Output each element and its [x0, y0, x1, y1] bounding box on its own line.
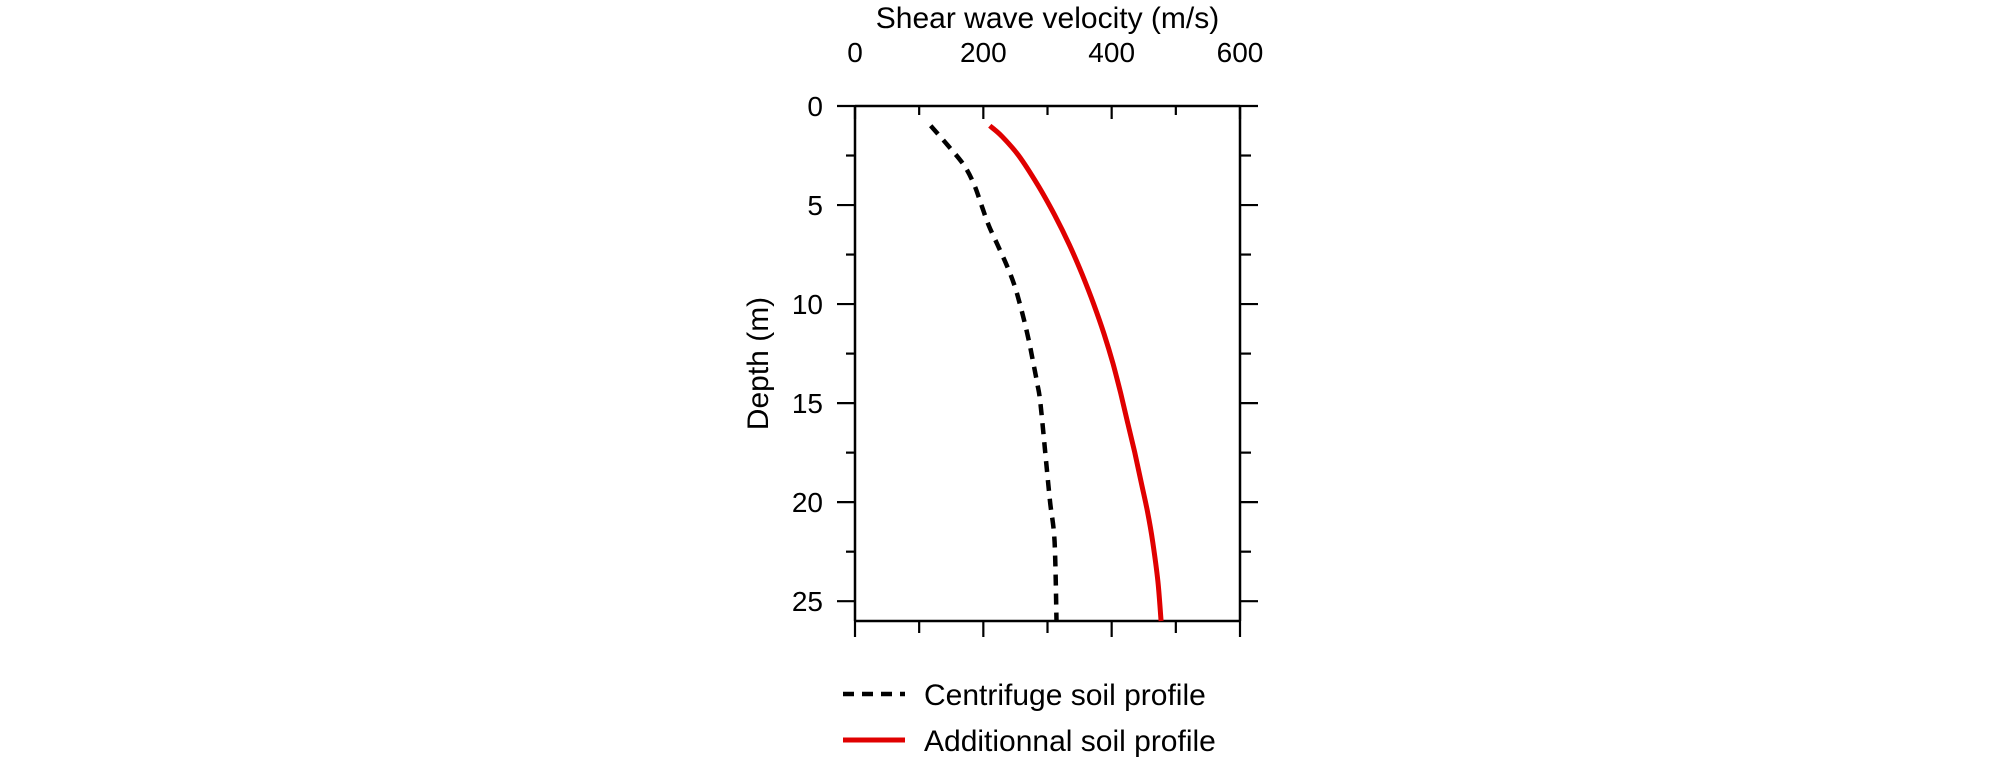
y-tick-label: 20: [792, 487, 823, 518]
y-tick-label: 10: [792, 289, 823, 320]
legend: Centrifuge soil profile Additionnal soil…: [843, 679, 1216, 758]
y-tick-labels: 0 5 10 15 20 25: [792, 91, 823, 617]
y-tick-label: 25: [792, 586, 823, 617]
y-ticks: [837, 104, 1258, 603]
y-tick-label: 5: [807, 190, 823, 221]
x-tick-label: 200: [960, 37, 1007, 68]
y-axis-label: Depth (m): [742, 297, 775, 430]
series-line-additionnal: [988, 123, 1164, 622]
x-tick-label: 0: [847, 37, 863, 68]
y-tick-label: 15: [792, 388, 823, 419]
x-tick-labels: 0 200 400 600: [847, 37, 1263, 68]
y-tick-label: 0: [807, 91, 823, 122]
legend-label-centrifuge: Centrifuge soil profile: [924, 679, 1206, 712]
series-line-centrifuge: [929, 124, 1059, 622]
x-tick-label: 600: [1217, 37, 1264, 68]
x-ticks: [853, 106, 1242, 637]
x-axis-label: Shear wave velocity (m/s): [876, 2, 1219, 35]
series-group: [929, 123, 1164, 622]
legend-label-additionnal: Additionnal soil profile: [924, 725, 1216, 758]
x-tick-label: 400: [1088, 37, 1135, 68]
